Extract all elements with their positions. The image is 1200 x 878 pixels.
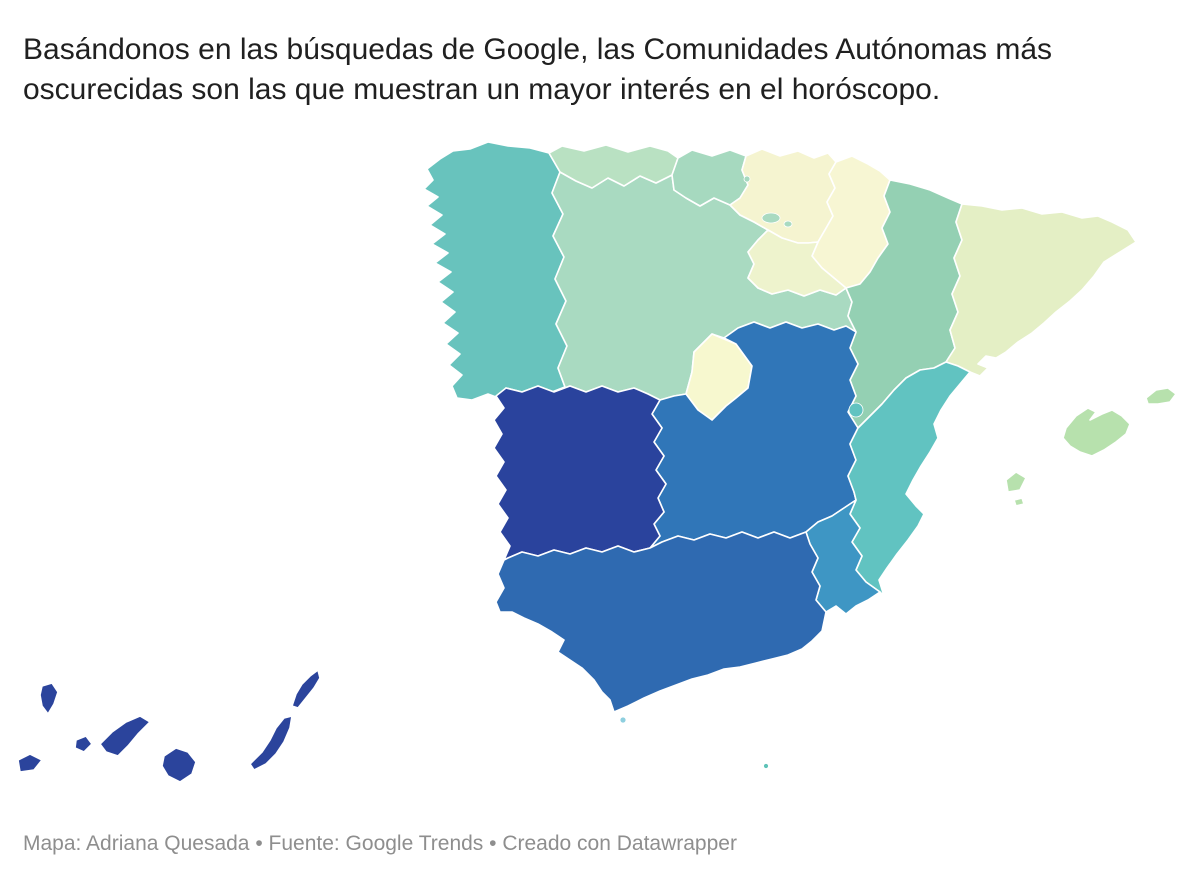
region-canarias[interactable] [17,669,321,783]
region-la-rioja[interactable] [747,229,847,297]
page-title-line2: oscurecidas son las que muestran un mayo… [23,73,941,106]
page-title-line1: Basándonos en las búsquedas de Google, l… [23,33,1053,66]
attribution-footer: Mapa: Adriana Quesada • Fuente: Google T… [23,832,737,855]
region-cataluna[interactable] [945,203,1137,377]
region-trevino-enclave-small[interactable] [783,220,793,228]
region-extremadura[interactable] [493,385,667,561]
region-ceuta[interactable] [619,716,627,724]
region-baleares[interactable] [1005,387,1177,507]
page-title: Basándonos en las búsquedas de Google, l… [23,30,1153,110]
region-rincon-de-ademuz[interactable] [848,402,864,418]
region-galicia[interactable] [423,141,568,401]
region-melilla[interactable] [763,763,769,769]
region-andalucia[interactable] [495,531,827,713]
region-trevino-enclave[interactable] [761,212,781,224]
region-villaverde-enclave[interactable] [743,175,751,183]
